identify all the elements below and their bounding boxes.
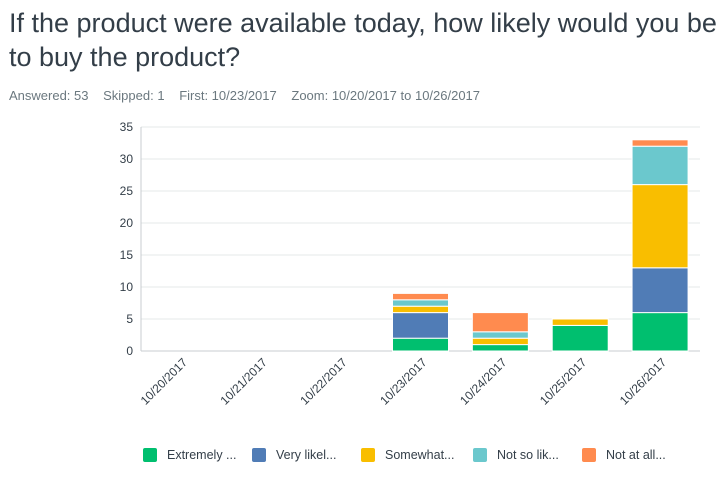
y-tick-label: 5	[126, 312, 133, 326]
x-tick-label: 10/25/2017	[537, 355, 590, 408]
answered-count: Answered: 53	[9, 88, 89, 103]
x-tick-label: 10/24/2017	[457, 355, 510, 408]
x-tick-label: 10/26/2017	[617, 355, 670, 408]
first-response-date: First: 10/23/2017	[179, 88, 277, 103]
y-tick-label: 35	[120, 120, 134, 134]
bar-segment[interactable]	[631, 145, 689, 186]
bar-segment[interactable]	[392, 292, 449, 301]
bar-segment[interactable]	[392, 305, 449, 314]
bar-segment[interactable]	[392, 312, 449, 339]
y-tick-label: 0	[126, 344, 133, 358]
bar-segment[interactable]	[631, 312, 689, 352]
skipped-count: Skipped: 1	[103, 88, 165, 103]
y-tick-label: 30	[120, 152, 134, 166]
bar-segment[interactable]	[631, 139, 689, 147]
legend-swatch	[582, 448, 596, 462]
legend-item[interactable]: Very likel...	[252, 448, 336, 462]
x-tick-label: 10/22/2017	[297, 355, 350, 408]
legend-item[interactable]: Extremely ...	[143, 448, 236, 462]
legend-item[interactable]: Somewhat...	[361, 448, 454, 462]
bar-segment[interactable]	[631, 267, 689, 314]
y-tick-label: 15	[120, 248, 134, 262]
legend-swatch	[252, 448, 266, 462]
x-tick-label: 10/20/2017	[138, 355, 191, 408]
legend-swatch	[361, 448, 375, 462]
response-summary: Answered: 53 Skipped: 1 First: 10/23/201…	[9, 88, 491, 103]
legend-item[interactable]: Not at all...	[582, 448, 666, 462]
legend-label: Not so lik...	[497, 448, 559, 462]
legend-label: Somewhat...	[385, 448, 455, 462]
bar-segment[interactable]	[551, 324, 609, 352]
legend-swatch	[143, 448, 157, 462]
bar-segment[interactable]	[392, 337, 449, 352]
bar-segment[interactable]	[471, 331, 529, 339]
bar-segment[interactable]	[471, 344, 529, 352]
legend-label: Very likel...	[276, 448, 337, 462]
question-title: If the product were available today, how…	[9, 8, 717, 72]
x-tick-label: 10/21/2017	[218, 355, 271, 408]
legend-swatch	[473, 448, 487, 462]
bar-segment[interactable]	[471, 312, 529, 333]
zoom-range: Zoom: 10/20/2017 to 10/26/2017	[291, 88, 481, 103]
bar-segment[interactable]	[392, 299, 449, 307]
y-tick-label: 20	[120, 216, 134, 230]
bar-segment[interactable]	[631, 184, 689, 269]
legend-item[interactable]: Not so lik...	[473, 448, 559, 462]
y-tick-label: 10	[120, 280, 134, 294]
bar-segment[interactable]	[471, 337, 529, 346]
stacked-bar-chart: 0 5 10 15 20 25 30 35 10/20/2017 10/21/2017 10/22/…	[120, 120, 700, 408]
legend-label: Not at all...	[606, 448, 666, 462]
y-tick-label: 25	[120, 184, 134, 198]
bar-segment[interactable]	[551, 318, 609, 326]
x-tick-label: 10/23/2017	[377, 355, 430, 408]
chart-legend: Extremely ... Very likel... Somewhat... Not…	[0, 448, 725, 468]
legend-label: Extremely ...	[167, 448, 237, 462]
